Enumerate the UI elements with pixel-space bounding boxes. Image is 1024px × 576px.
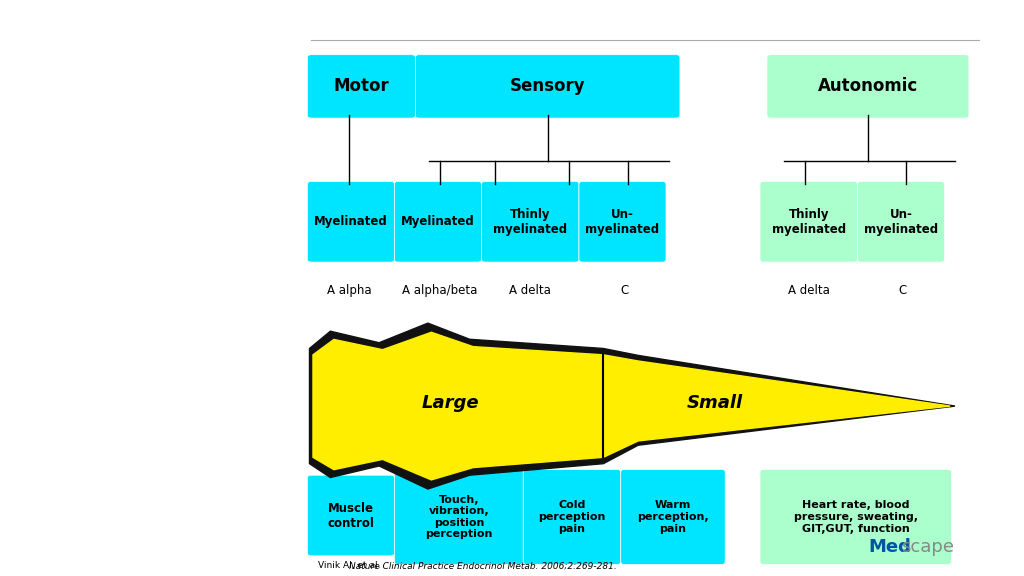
Polygon shape bbox=[309, 323, 955, 489]
Text: Nature Clinical Practice Endocrinol Metab. 2006;2:269-281.: Nature Clinical Practice Endocrinol Meta… bbox=[349, 561, 616, 570]
Text: Cold
perception
pain: Cold perception pain bbox=[539, 501, 605, 533]
Text: Motor: Motor bbox=[334, 77, 389, 96]
Text: A delta: A delta bbox=[787, 285, 829, 297]
FancyBboxPatch shape bbox=[394, 469, 523, 564]
Text: C: C bbox=[621, 285, 629, 297]
Text: Warm
perception,
pain: Warm perception, pain bbox=[637, 501, 709, 533]
Text: Un-
myelinated: Un- myelinated bbox=[586, 208, 659, 236]
FancyBboxPatch shape bbox=[857, 181, 944, 262]
FancyBboxPatch shape bbox=[760, 181, 857, 262]
FancyBboxPatch shape bbox=[307, 475, 394, 556]
Text: A alpha: A alpha bbox=[327, 285, 372, 297]
Text: Touch,
vibration,
position
perception: Touch, vibration, position perception bbox=[425, 495, 493, 539]
Text: A alpha/beta: A alpha/beta bbox=[402, 285, 477, 297]
Text: Med: Med bbox=[868, 538, 910, 556]
Text: Myelinated: Myelinated bbox=[401, 215, 475, 228]
Text: C: C bbox=[899, 285, 907, 297]
Text: Myelinated: Myelinated bbox=[314, 215, 388, 228]
Text: Thinly
myelinated: Thinly myelinated bbox=[772, 208, 846, 236]
Text: Small: Small bbox=[687, 394, 742, 412]
FancyBboxPatch shape bbox=[621, 469, 725, 564]
FancyBboxPatch shape bbox=[579, 181, 666, 262]
Polygon shape bbox=[313, 332, 950, 480]
Text: Un-
myelinated: Un- myelinated bbox=[864, 208, 938, 236]
Text: Erlanger and
Gasser
classification
of nerve fibres: Erlanger and Gasser classification of ne… bbox=[36, 218, 227, 335]
Text: Muscle
control: Muscle control bbox=[328, 502, 375, 529]
FancyBboxPatch shape bbox=[523, 469, 621, 564]
FancyBboxPatch shape bbox=[767, 55, 969, 118]
Text: Large: Large bbox=[421, 394, 479, 412]
FancyBboxPatch shape bbox=[307, 55, 416, 118]
Text: scape: scape bbox=[901, 538, 954, 556]
Text: Sensory: Sensory bbox=[510, 77, 586, 96]
FancyBboxPatch shape bbox=[394, 181, 481, 262]
FancyBboxPatch shape bbox=[760, 469, 951, 564]
FancyBboxPatch shape bbox=[416, 55, 680, 118]
Text: Vinik AI, et al.: Vinik AI, et al. bbox=[317, 561, 386, 570]
FancyBboxPatch shape bbox=[307, 181, 394, 262]
Text: Thinly
myelinated: Thinly myelinated bbox=[494, 208, 567, 236]
Text: Heart rate, blood
pressure, sweating,
GIT,GUT, function: Heart rate, blood pressure, sweating, GI… bbox=[794, 501, 918, 533]
Text: A delta: A delta bbox=[509, 285, 551, 297]
Text: Autonomic: Autonomic bbox=[818, 77, 919, 96]
FancyBboxPatch shape bbox=[481, 181, 579, 262]
